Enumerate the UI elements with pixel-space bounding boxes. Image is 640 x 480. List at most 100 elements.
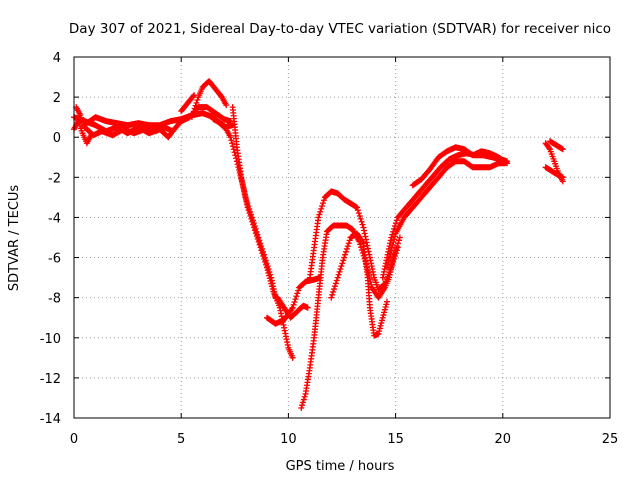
data-point bbox=[356, 213, 363, 220]
data-point bbox=[386, 253, 393, 260]
x-axis-label: GPS time / hours bbox=[286, 459, 395, 474]
data-point bbox=[259, 245, 266, 252]
data-point bbox=[190, 108, 197, 115]
data-point bbox=[340, 257, 347, 264]
data-point bbox=[266, 268, 273, 275]
data-point bbox=[194, 96, 201, 103]
data-point bbox=[391, 236, 398, 243]
data-point bbox=[503, 159, 510, 166]
data-point bbox=[380, 312, 387, 319]
data-point bbox=[379, 317, 386, 324]
data-point bbox=[559, 146, 566, 153]
data-point bbox=[263, 260, 270, 267]
data-point bbox=[354, 204, 361, 211]
data-point bbox=[292, 296, 299, 303]
y-axis-tick-labels: -14 -12 -10 -8 -6 -4 -2 0 2 4 bbox=[40, 51, 61, 427]
data-point bbox=[376, 325, 383, 332]
data-point bbox=[168, 129, 175, 136]
y-tick-label: -6 bbox=[48, 252, 61, 267]
data-point bbox=[252, 225, 259, 232]
data-point bbox=[394, 244, 401, 251]
data-point bbox=[329, 291, 336, 298]
data-point bbox=[359, 221, 366, 228]
data-point bbox=[320, 200, 327, 207]
y-tick-label: 2 bbox=[53, 91, 61, 106]
data-point bbox=[384, 264, 391, 271]
data-point bbox=[244, 200, 251, 207]
data-point bbox=[229, 140, 236, 147]
data-point bbox=[344, 243, 351, 250]
data-point bbox=[392, 220, 399, 227]
data-point bbox=[386, 256, 393, 263]
data-point bbox=[304, 304, 311, 311]
data-point bbox=[345, 240, 352, 247]
data-point bbox=[248, 211, 255, 218]
x-tick-label: 5 bbox=[177, 432, 185, 447]
y-tick-label: -2 bbox=[48, 171, 61, 186]
data-point bbox=[250, 220, 257, 227]
data-point bbox=[264, 263, 271, 270]
x-tick-label: 0 bbox=[70, 432, 78, 447]
data-point bbox=[383, 301, 390, 308]
data-point bbox=[243, 197, 250, 204]
data-point bbox=[395, 237, 402, 244]
data-point bbox=[380, 281, 387, 288]
data-point bbox=[299, 399, 306, 406]
data-point bbox=[251, 223, 258, 230]
data-point bbox=[396, 234, 403, 241]
data-point bbox=[259, 248, 266, 255]
series-track-0 bbox=[71, 118, 95, 147]
data-point bbox=[253, 228, 260, 235]
data-point bbox=[295, 287, 302, 294]
series-track-3 bbox=[81, 118, 176, 141]
data-point bbox=[379, 314, 386, 321]
data-point bbox=[299, 402, 306, 409]
data-point bbox=[289, 304, 296, 311]
data-point bbox=[331, 283, 338, 290]
data-point bbox=[357, 244, 364, 251]
data-point bbox=[328, 294, 335, 301]
data-point bbox=[342, 248, 349, 255]
data-point bbox=[290, 301, 297, 308]
data-point bbox=[385, 258, 392, 265]
data-point bbox=[331, 286, 338, 293]
data-point bbox=[223, 102, 230, 109]
data-point bbox=[245, 202, 252, 209]
data-point bbox=[262, 257, 269, 264]
data-point bbox=[392, 250, 399, 257]
data-point bbox=[265, 266, 272, 273]
data-point bbox=[393, 217, 400, 224]
data-point bbox=[294, 290, 301, 297]
data-point bbox=[337, 266, 344, 273]
y-axis-label: SDTVAR / TECUs bbox=[7, 185, 22, 292]
data-point bbox=[188, 114, 195, 121]
data-point bbox=[300, 396, 307, 403]
data-point bbox=[546, 145, 553, 152]
data-point bbox=[333, 277, 340, 284]
data-marks bbox=[71, 78, 566, 411]
y-tick-label: -4 bbox=[48, 211, 61, 226]
data-point bbox=[559, 174, 566, 181]
data-point bbox=[193, 99, 200, 106]
data-point bbox=[246, 205, 253, 212]
y-tick-label: 4 bbox=[53, 51, 61, 66]
data-point bbox=[343, 245, 350, 252]
data-point bbox=[229, 143, 236, 150]
data-point bbox=[384, 298, 391, 305]
data-point bbox=[315, 214, 322, 221]
data-point bbox=[230, 146, 237, 153]
data-point bbox=[260, 251, 267, 258]
data-point bbox=[341, 254, 348, 261]
data-point bbox=[320, 197, 327, 204]
data-point bbox=[169, 128, 176, 135]
data-point bbox=[382, 304, 389, 311]
data-point bbox=[258, 243, 265, 250]
y-tick-label: 0 bbox=[53, 131, 61, 146]
data-point bbox=[357, 215, 364, 222]
series-sdtvar bbox=[71, 78, 566, 411]
data-point bbox=[504, 160, 511, 167]
plot-frame bbox=[73, 56, 611, 419]
data-point bbox=[378, 320, 385, 327]
y-tick-label: -10 bbox=[40, 332, 61, 347]
